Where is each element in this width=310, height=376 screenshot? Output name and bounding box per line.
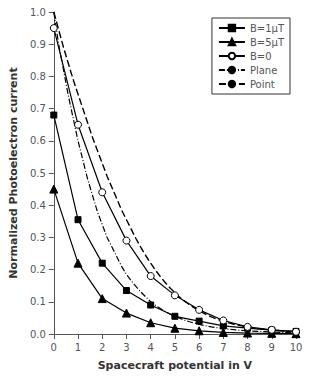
svg-text:5: 5 <box>172 342 178 353</box>
svg-text:0: 0 <box>51 342 57 353</box>
svg-text:2: 2 <box>99 342 105 353</box>
svg-text:0.7: 0.7 <box>30 103 46 114</box>
svg-text:B=1μT: B=1μT <box>250 23 285 34</box>
svg-text:0.4: 0.4 <box>30 200 46 211</box>
svg-text:Spacecraft potential in V: Spacecraft potential in V <box>98 359 253 372</box>
svg-text:0.3: 0.3 <box>30 232 46 243</box>
svg-text:0.8: 0.8 <box>30 71 46 82</box>
svg-text:4: 4 <box>147 342 153 353</box>
svg-text:Point: Point <box>250 79 275 90</box>
svg-text:1.0: 1.0 <box>30 7 46 18</box>
svg-text:10: 10 <box>290 342 303 353</box>
svg-text:0.6: 0.6 <box>30 135 46 146</box>
svg-text:Normalized Photoelectron curre: Normalized Photoelectron current <box>7 67 20 278</box>
svg-text:0.2: 0.2 <box>30 264 46 275</box>
svg-text:8: 8 <box>244 342 250 353</box>
svg-text:6: 6 <box>196 342 202 353</box>
svg-text:0.0: 0.0 <box>30 329 46 340</box>
svg-text:0.9: 0.9 <box>30 39 46 50</box>
svg-text:0.5: 0.5 <box>30 168 46 179</box>
svg-text:0.1: 0.1 <box>30 296 46 307</box>
svg-text:1: 1 <box>75 342 81 353</box>
svg-text:7: 7 <box>220 342 226 353</box>
svg-text:3: 3 <box>123 342 129 353</box>
svg-text:B=0: B=0 <box>250 51 272 62</box>
svg-text:Plane: Plane <box>250 65 277 76</box>
svg-text:9: 9 <box>269 342 275 353</box>
svg-text:B=5μT: B=5μT <box>250 37 285 48</box>
